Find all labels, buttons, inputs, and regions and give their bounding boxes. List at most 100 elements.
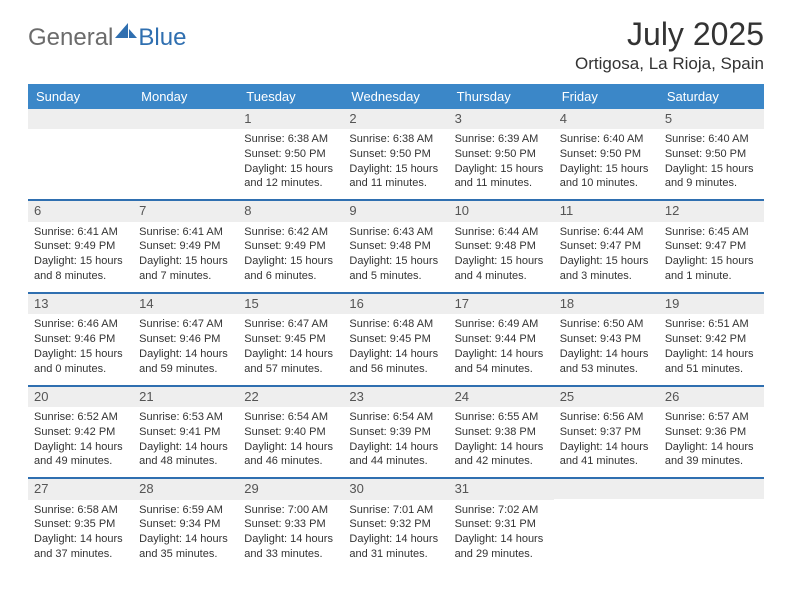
day-number: 4 bbox=[554, 109, 659, 129]
sunset-line: Sunset: 9:43 PM bbox=[560, 332, 653, 347]
day-details: Sunrise: 6:55 AMSunset: 9:38 PMDaylight:… bbox=[449, 407, 554, 477]
sunset-line: Sunset: 9:35 PM bbox=[34, 517, 127, 532]
sunset-line: Sunset: 9:49 PM bbox=[34, 239, 127, 254]
daylight-line2: and 49 minutes. bbox=[34, 454, 127, 469]
brand-part1: General bbox=[28, 24, 113, 52]
daylight-line2: and 46 minutes. bbox=[244, 454, 337, 469]
daylight-line1: Daylight: 14 hours bbox=[244, 532, 337, 547]
sunrise-line: Sunrise: 6:58 AM bbox=[34, 503, 127, 518]
sunrise-line: Sunrise: 7:02 AM bbox=[455, 503, 548, 518]
daylight-line1: Daylight: 15 hours bbox=[560, 162, 653, 177]
day-cell: 7Sunrise: 6:41 AMSunset: 9:49 PMDaylight… bbox=[133, 201, 238, 292]
sunset-line: Sunset: 9:46 PM bbox=[34, 332, 127, 347]
daylight-line2: and 41 minutes. bbox=[560, 454, 653, 469]
day-cell: 28Sunrise: 6:59 AMSunset: 9:34 PMDayligh… bbox=[133, 479, 238, 570]
empty-day bbox=[659, 479, 764, 499]
day-details: Sunrise: 6:41 AMSunset: 9:49 PMDaylight:… bbox=[133, 222, 238, 292]
dow-tuesday: Tuesday bbox=[238, 84, 343, 109]
sunset-line: Sunset: 9:50 PM bbox=[455, 147, 548, 162]
day-cell: 4Sunrise: 6:40 AMSunset: 9:50 PMDaylight… bbox=[554, 109, 659, 200]
day-number: 1 bbox=[238, 109, 343, 129]
sunrise-line: Sunrise: 6:44 AM bbox=[560, 225, 653, 240]
day-details: Sunrise: 6:41 AMSunset: 9:49 PMDaylight:… bbox=[28, 222, 133, 292]
sunrise-line: Sunrise: 6:51 AM bbox=[665, 317, 758, 332]
daylight-line1: Daylight: 14 hours bbox=[455, 347, 548, 362]
day-cell: 31Sunrise: 7:02 AMSunset: 9:31 PMDayligh… bbox=[449, 479, 554, 570]
sunrise-line: Sunrise: 6:38 AM bbox=[244, 132, 337, 147]
daylight-line1: Daylight: 15 hours bbox=[349, 254, 442, 269]
day-number: 27 bbox=[28, 479, 133, 499]
empty-day bbox=[28, 109, 133, 129]
sunset-line: Sunset: 9:31 PM bbox=[455, 517, 548, 532]
sunset-line: Sunset: 9:37 PM bbox=[560, 425, 653, 440]
day-cell: 2Sunrise: 6:38 AMSunset: 9:50 PMDaylight… bbox=[343, 109, 448, 200]
day-number: 25 bbox=[554, 387, 659, 407]
day-cell: 22Sunrise: 6:54 AMSunset: 9:40 PMDayligh… bbox=[238, 387, 343, 478]
day-details: Sunrise: 7:01 AMSunset: 9:32 PMDaylight:… bbox=[343, 500, 448, 570]
header: General Blue July 2025 Ortigosa, La Rioj… bbox=[28, 18, 764, 74]
day-number: 13 bbox=[28, 294, 133, 314]
sunrise-line: Sunrise: 7:00 AM bbox=[244, 503, 337, 518]
calendar-body: 1 Sunrise: 6:38 AM Sunset: 9:50 PM Daylight… bbox=[28, 109, 764, 570]
dow-thursday: Thursday bbox=[449, 84, 554, 109]
sunrise-line: Sunrise: 6:47 AM bbox=[244, 317, 337, 332]
sunrise-line: Sunrise: 6:47 AM bbox=[139, 317, 232, 332]
daylight-line2: and 56 minutes. bbox=[349, 362, 442, 377]
week-row: 6Sunrise: 6:41 AMSunset: 9:49 PMDaylight… bbox=[28, 201, 764, 292]
daylight-line2: and 44 minutes. bbox=[349, 454, 442, 469]
sunset-line: Sunset: 9:38 PM bbox=[455, 425, 548, 440]
daylight-line2: and 6 minutes. bbox=[244, 269, 337, 284]
sunrise-line: Sunrise: 6:52 AM bbox=[34, 410, 127, 425]
day-number: 21 bbox=[133, 387, 238, 407]
sunrise-line: Sunrise: 6:44 AM bbox=[455, 225, 548, 240]
daylight-line1: Daylight: 14 hours bbox=[349, 347, 442, 362]
sunset-line: Sunset: 9:47 PM bbox=[665, 239, 758, 254]
day-details: Sunrise: 6:45 AMSunset: 9:47 PMDaylight:… bbox=[659, 222, 764, 292]
sunset-line: Sunset: 9:40 PM bbox=[244, 425, 337, 440]
day-number: 12 bbox=[659, 201, 764, 221]
day-number: 18 bbox=[554, 294, 659, 314]
day-cell bbox=[133, 109, 238, 200]
day-number: 24 bbox=[449, 387, 554, 407]
day-cell: 19Sunrise: 6:51 AMSunset: 9:42 PMDayligh… bbox=[659, 294, 764, 385]
daylight-line2: and 1 minute. bbox=[665, 269, 758, 284]
sunset-line: Sunset: 9:36 PM bbox=[665, 425, 758, 440]
daylight-line2: and 11 minutes. bbox=[455, 176, 548, 191]
day-cell bbox=[28, 109, 133, 200]
day-details: Sunrise: 6:40 AMSunset: 9:50 PMDaylight:… bbox=[554, 129, 659, 199]
daylight-line1: Daylight: 14 hours bbox=[455, 532, 548, 547]
dow-monday: Monday bbox=[133, 84, 238, 109]
sunrise-line: Sunrise: 7:01 AM bbox=[349, 503, 442, 518]
day-details: Sunrise: 6:58 AMSunset: 9:35 PMDaylight:… bbox=[28, 500, 133, 570]
daylight-line1: Daylight: 15 hours bbox=[244, 162, 337, 177]
day-number: 3 bbox=[449, 109, 554, 129]
day-number: 15 bbox=[238, 294, 343, 314]
sunset-line: Sunset: 9:33 PM bbox=[244, 517, 337, 532]
daylight-line1: Daylight: 15 hours bbox=[34, 254, 127, 269]
day-number: 2 bbox=[343, 109, 448, 129]
day-number: 11 bbox=[554, 201, 659, 221]
sunrise-line: Sunrise: 6:49 AM bbox=[455, 317, 548, 332]
day-number: 16 bbox=[343, 294, 448, 314]
sunrise-line: Sunrise: 6:43 AM bbox=[349, 225, 442, 240]
daylight-line1: Daylight: 14 hours bbox=[560, 440, 653, 455]
daylight-line2: and 8 minutes. bbox=[34, 269, 127, 284]
day-cell: 1Sunrise: 6:38 AMSunset: 9:50 PMDaylight… bbox=[238, 109, 343, 200]
day-details: Sunrise: 6:54 AMSunset: 9:40 PMDaylight:… bbox=[238, 407, 343, 477]
day-details: Sunrise: 6:48 AMSunset: 9:45 PMDaylight:… bbox=[343, 314, 448, 384]
day-cell: 18Sunrise: 6:50 AMSunset: 9:43 PMDayligh… bbox=[554, 294, 659, 385]
sunrise-line: Sunrise: 6:40 AM bbox=[665, 132, 758, 147]
sunset-line: Sunset: 9:50 PM bbox=[349, 147, 442, 162]
daylight-line1: Daylight: 14 hours bbox=[455, 440, 548, 455]
day-cell: 17Sunrise: 6:49 AMSunset: 9:44 PMDayligh… bbox=[449, 294, 554, 385]
day-details: Sunrise: 6:46 AMSunset: 9:46 PMDaylight:… bbox=[28, 314, 133, 384]
sunset-line: Sunset: 9:39 PM bbox=[349, 425, 442, 440]
daylight-line1: Daylight: 14 hours bbox=[34, 440, 127, 455]
sunset-line: Sunset: 9:32 PM bbox=[349, 517, 442, 532]
daylight-line2: and 59 minutes. bbox=[139, 362, 232, 377]
daylight-line2: and 12 minutes. bbox=[244, 176, 337, 191]
daylight-line2: and 3 minutes. bbox=[560, 269, 653, 284]
day-details: Sunrise: 6:52 AMSunset: 9:42 PMDaylight:… bbox=[28, 407, 133, 477]
day-number: 8 bbox=[238, 201, 343, 221]
daylight-line1: Daylight: 15 hours bbox=[244, 254, 337, 269]
